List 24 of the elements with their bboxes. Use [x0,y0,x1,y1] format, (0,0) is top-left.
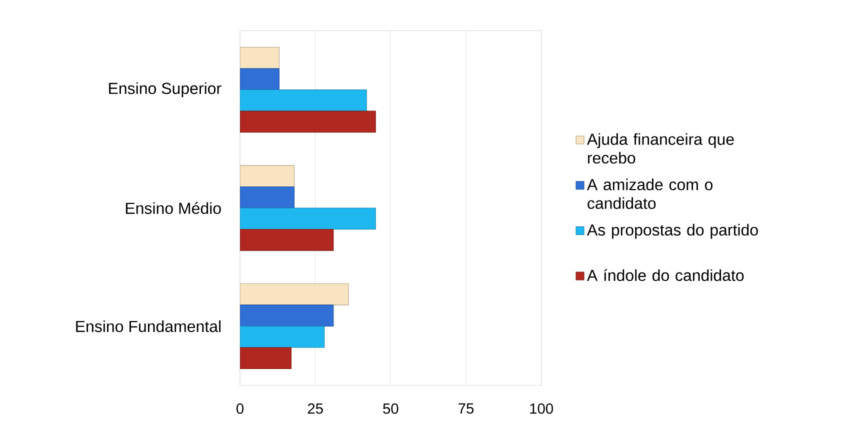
bar [240,347,292,370]
bar [240,110,376,133]
bar [240,208,376,230]
bar [240,283,349,306]
y-tick-label: Ensino Fundamental [76,320,220,332]
x-tick-label: 50 [383,403,398,414]
y-tick-label: Ensino Médio [126,202,221,214]
legend-label: A índole do candidato [586,269,744,282]
bar [240,304,334,326]
x-tick-label: 0 [236,403,244,414]
legend-label: Ajuda financeira que recebo [586,133,734,164]
x-tick-label: 25 [308,403,323,414]
bar [240,186,295,208]
y-tick-label: Ensino Superior [109,82,222,98]
legend-label: As propostas do partido [586,224,758,239]
bar [240,326,325,348]
x-tick-label: 100 [530,403,553,414]
x-tick-label: 75 [458,403,474,414]
legend-label: A amizade com o candidato [586,178,712,209]
bar [240,229,334,251]
bar [240,46,280,69]
bar [240,68,280,90]
bar [240,165,295,187]
bar [240,90,367,112]
